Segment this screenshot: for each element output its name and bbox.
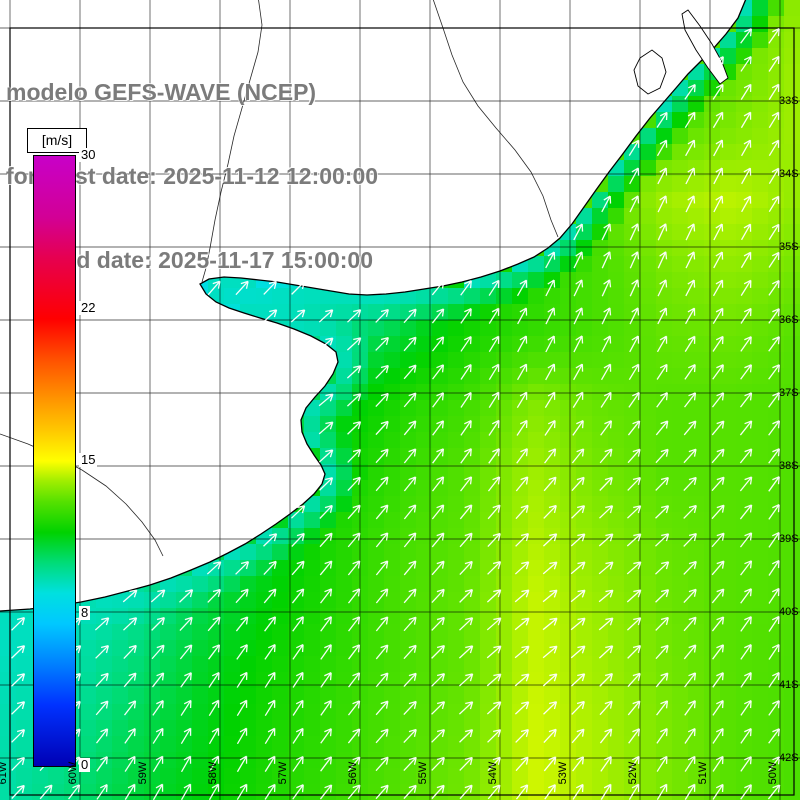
lon-label: 54W — [487, 761, 499, 785]
lon-label: 53W — [557, 761, 569, 785]
colorbar-tick-label: 22 — [79, 299, 98, 315]
lat-label: 34S — [779, 168, 799, 180]
colorbar-tick-label: 0 — [79, 757, 91, 772]
colorbar-tick-label: 15 — [79, 452, 98, 467]
lon-label: 61W — [0, 761, 9, 785]
country-border — [201, 0, 263, 283]
colorbar — [33, 155, 76, 767]
lat-label: 38S — [779, 460, 799, 472]
lat-label: 39S — [779, 533, 799, 545]
colorbar-unit-label: [m/s] — [27, 128, 87, 153]
lat-label: 42S — [779, 752, 799, 764]
country-border — [432, 0, 559, 238]
valid-date-line: valid date: 2025-11-17 15:00:00 — [38, 247, 373, 273]
lon-label: 60W — [67, 761, 79, 785]
lon-label: 55W — [417, 761, 429, 785]
lat-label: 36S — [779, 314, 799, 326]
lat-label: 41S — [779, 679, 799, 691]
model-title: modelo GEFS-WAVE (NCEP) — [6, 79, 317, 105]
wind-arrows — [11, 28, 781, 800]
colorbar-tick-label: 30 — [79, 147, 98, 162]
plot-frame — [9, 27, 795, 796]
lon-label: 57W — [277, 761, 289, 785]
land-coastline — [0, 0, 747, 612]
lon-label: 59W — [137, 761, 149, 785]
lat-label: 37S — [779, 387, 799, 399]
lon-label: 58W — [207, 761, 219, 785]
colorbar-tick-label: 8 — [79, 604, 91, 620]
lon-label: 50W — [767, 761, 779, 785]
lon-label: 51W — [697, 761, 709, 785]
lagoon — [633, 49, 667, 95]
lon-label: 56W — [347, 761, 359, 785]
lon-label: 52W — [627, 761, 639, 785]
lat-label: 35S — [779, 241, 799, 253]
lat-label: 40S — [779, 606, 799, 618]
lat-label: 33S — [779, 95, 799, 107]
